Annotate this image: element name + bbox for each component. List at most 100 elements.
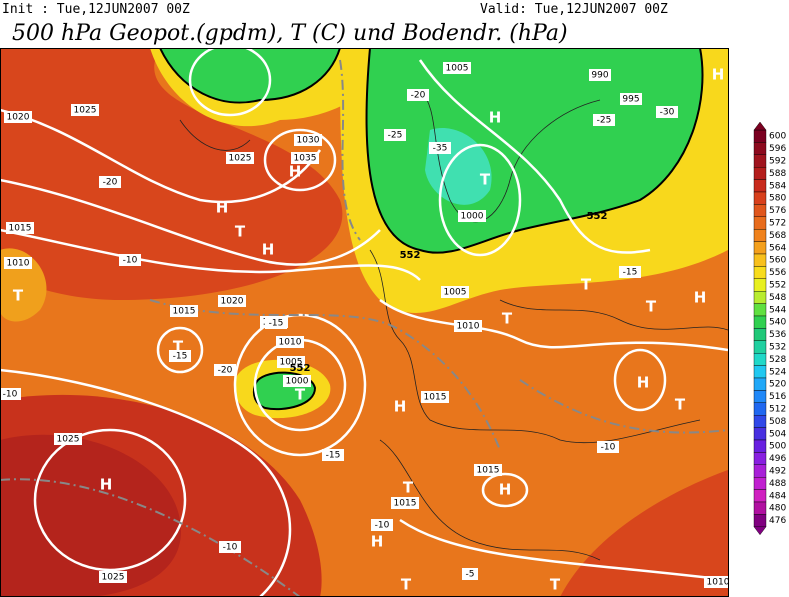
label-box bbox=[4, 257, 32, 269]
pressure-center: H bbox=[216, 199, 229, 217]
isoline-label: -10 bbox=[375, 521, 390, 531]
colorbar-cell bbox=[753, 266, 767, 279]
pressure-center: T bbox=[550, 576, 561, 594]
pressure-center: H bbox=[289, 163, 302, 181]
label-box bbox=[656, 106, 678, 118]
colorbar-cell bbox=[753, 340, 767, 354]
colorbar-cell bbox=[753, 489, 767, 503]
label-box bbox=[407, 89, 429, 101]
pressure-center: T bbox=[480, 171, 491, 189]
colorbar-label: 500 bbox=[769, 442, 786, 452]
isoline-label: -10 bbox=[123, 256, 138, 266]
isoline-label: 1010 bbox=[707, 578, 730, 588]
pressure-center: T bbox=[403, 479, 414, 497]
colorbar-label: 588 bbox=[769, 169, 786, 179]
colorbar-cell bbox=[753, 142, 767, 155]
map-title: 500 hPa Geopot.(gpdm), T (C) und Bodendr… bbox=[12, 21, 568, 46]
colorbar-label: 572 bbox=[769, 219, 786, 229]
isoline-label: 1020 bbox=[221, 297, 244, 307]
isoline-label: -15 bbox=[623, 268, 638, 278]
colorbar-label: 580 bbox=[769, 194, 786, 204]
isoline-label: -20 bbox=[411, 91, 426, 101]
pressure-center: T bbox=[235, 223, 246, 241]
colorbar-cell bbox=[753, 514, 767, 528]
isoline-label: 1010 bbox=[279, 338, 302, 348]
isotherms bbox=[0, 59, 728, 597]
label-box bbox=[214, 364, 236, 376]
colorbar-label: 552 bbox=[769, 281, 786, 291]
warm-area bbox=[560, 470, 728, 597]
colorbar-label: 524 bbox=[769, 367, 786, 377]
label-box bbox=[170, 305, 198, 317]
colorbar-cell bbox=[753, 253, 767, 267]
isoline-label: 1015 bbox=[173, 307, 196, 317]
label-box bbox=[391, 497, 419, 509]
label-box bbox=[593, 114, 615, 126]
label-box bbox=[71, 104, 99, 116]
isoline-label: -20 bbox=[103, 178, 118, 188]
pressure-center: T bbox=[13, 287, 24, 305]
label-box bbox=[421, 391, 449, 403]
label-box bbox=[226, 152, 254, 164]
isoline-label: -25 bbox=[597, 116, 612, 126]
label-box bbox=[218, 295, 246, 307]
colorbar-cell bbox=[753, 477, 767, 490]
contour-label: 552 bbox=[290, 363, 311, 374]
pressure-center: H bbox=[262, 241, 275, 259]
isoline-label: -30 bbox=[660, 108, 675, 118]
isoline-label: 1000 bbox=[286, 377, 309, 387]
colorbar-cell bbox=[753, 228, 767, 242]
colorbar-cell bbox=[753, 166, 767, 180]
colorbar-label: 532 bbox=[769, 343, 786, 353]
label-box bbox=[441, 286, 469, 298]
isoline-label: 1025 bbox=[102, 573, 125, 583]
isoline-label: -10 bbox=[601, 443, 616, 453]
pressure-center: T bbox=[295, 386, 306, 404]
isoline-label: -10 bbox=[223, 543, 238, 553]
colorbar-cell bbox=[753, 129, 767, 143]
colorbar-label: 592 bbox=[769, 157, 786, 167]
isoline-label: 1015 bbox=[394, 499, 417, 509]
colorbar-label: 496 bbox=[769, 454, 786, 464]
pressure-center: H bbox=[394, 398, 407, 416]
label-box bbox=[322, 449, 344, 461]
pressure-center: T bbox=[581, 276, 592, 294]
label-box bbox=[474, 464, 502, 476]
colorbar-cell bbox=[753, 315, 767, 329]
colorbar-cell bbox=[753, 377, 767, 391]
label-box bbox=[371, 519, 393, 531]
colorbar-label: 540 bbox=[769, 318, 786, 328]
colorbar: 600 596 592 588 584 580 576 572 568 564 560 556 552 5… bbox=[753, 121, 786, 536]
colorbar-cell bbox=[753, 427, 767, 441]
pressure-center: H bbox=[371, 533, 384, 551]
isoline-label: 990 bbox=[591, 71, 608, 81]
colorbar-cell bbox=[753, 439, 767, 453]
cold-area bbox=[158, 48, 342, 104]
colorbar-cell bbox=[753, 402, 767, 416]
isoline-label: 1025 bbox=[74, 106, 97, 116]
colorbar-label: 492 bbox=[769, 467, 786, 477]
colorbar-label: 516 bbox=[769, 392, 786, 402]
isobars bbox=[0, 48, 728, 597]
contour-label: 552 bbox=[400, 250, 421, 261]
isoline-label: -15 bbox=[269, 319, 284, 329]
warm-area bbox=[0, 434, 181, 597]
label-box bbox=[384, 129, 406, 141]
colorbar-label: 584 bbox=[769, 181, 786, 191]
label-box bbox=[169, 350, 191, 362]
colorbar-label: 508 bbox=[769, 417, 786, 427]
label-box bbox=[597, 441, 619, 453]
isoline-label: -35 bbox=[433, 144, 448, 154]
colorbar-label: 480 bbox=[769, 504, 786, 514]
isoline-label: -10 bbox=[3, 390, 18, 400]
colorbar-cell bbox=[753, 303, 767, 317]
label-box bbox=[589, 69, 611, 81]
colorbar-cell bbox=[753, 415, 767, 428]
colorbar-cell bbox=[753, 452, 767, 465]
isoline-label: 1010 bbox=[7, 259, 30, 269]
label-box bbox=[704, 576, 728, 588]
label-box bbox=[619, 266, 641, 278]
isoline-label: 1005 bbox=[446, 64, 469, 74]
colorbar-label: 600 bbox=[769, 132, 786, 142]
